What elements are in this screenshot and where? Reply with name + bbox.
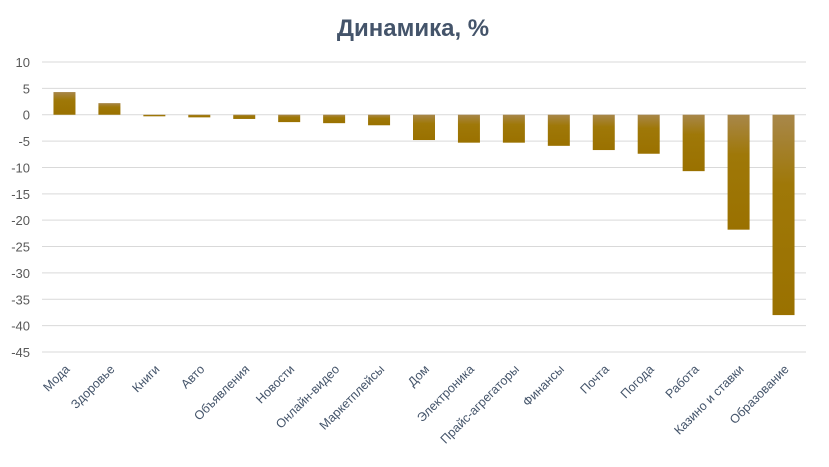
bar <box>143 114 166 117</box>
y-tick-label: -45 <box>11 345 30 360</box>
x-tick-label: Прайс-агрегаторы <box>438 362 522 446</box>
x-tick-label: Книги <box>129 362 162 395</box>
y-tick-label: -10 <box>11 160 30 175</box>
bar <box>457 114 480 143</box>
y-tick-label: -40 <box>11 319 30 334</box>
x-tick-label: Авто <box>178 362 207 391</box>
x-tick-label: Мода <box>40 362 72 394</box>
x-tick-label: Работа <box>663 362 702 401</box>
bar <box>637 114 660 154</box>
y-tick-label: 5 <box>23 81 30 96</box>
bar <box>682 114 705 172</box>
bar <box>772 114 795 316</box>
x-tick-label: Новости <box>253 362 297 406</box>
y-tick-label: -20 <box>11 213 30 228</box>
x-tick-label: Здоровье <box>68 362 117 411</box>
y-tick-label: -5 <box>18 134 30 149</box>
bar <box>278 114 301 123</box>
x-tick-label: Почта <box>577 362 611 396</box>
y-tick-label: -25 <box>11 240 30 255</box>
bar <box>368 114 391 126</box>
bar <box>233 114 256 119</box>
chart-title: Динамика, % <box>337 15 489 42</box>
bar <box>323 114 346 124</box>
y-tick-label: -15 <box>11 187 30 202</box>
bar <box>727 114 750 230</box>
bar <box>53 92 76 115</box>
y-tick-label: -35 <box>11 292 30 307</box>
y-tick-label: -30 <box>11 266 30 281</box>
bar <box>547 114 570 146</box>
bar <box>188 114 211 118</box>
y-tick-label: 0 <box>23 108 30 123</box>
x-tick-label: Погода <box>618 362 657 401</box>
y-tick-label: 10 <box>16 55 30 70</box>
bar <box>98 103 121 115</box>
x-tick-label: Финансы <box>520 362 567 409</box>
x-tick-label: Дом <box>405 362 432 389</box>
bar <box>502 114 525 143</box>
bar <box>592 114 615 151</box>
bar <box>413 114 435 141</box>
